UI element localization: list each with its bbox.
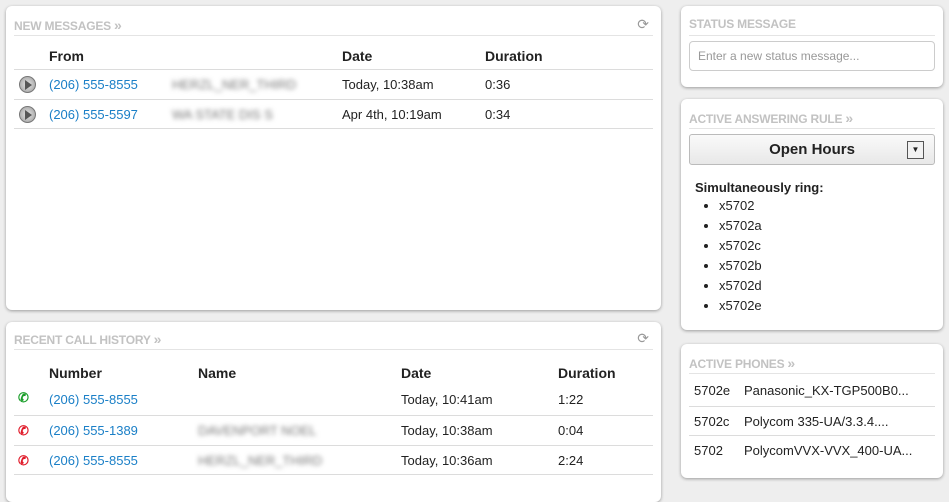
answering-rule-select[interactable]: Open Hours ▼	[689, 134, 935, 165]
header-from: From	[49, 48, 84, 64]
chevron-right-icon: »	[113, 17, 122, 33]
call-history-panel: RECENT CALL HISTORY» ⟳ Number Name Date …	[6, 322, 661, 502]
message-date: Today, 10:38am	[342, 77, 434, 92]
ring-item: x5702e	[719, 299, 762, 319]
chevron-right-icon: »	[787, 355, 796, 371]
phone-row: 5702e Panasonic_KX-TGP500B0...	[689, 376, 935, 405]
ring-item: x5702c	[719, 239, 762, 259]
ring-item: x5702d	[719, 279, 762, 299]
phone-device: Polycom 335-UA/3.3.4....	[744, 414, 889, 429]
header-name: Name	[198, 365, 237, 381]
chevron-right-icon: »	[845, 110, 853, 126]
caller-number-link[interactable]: (206) 555-8555	[49, 77, 138, 92]
phone-device: Panasonic_KX-TGP500B0...	[744, 383, 909, 398]
call-date: Today, 10:38am	[401, 423, 493, 438]
call-number-link[interactable]: (206) 555-8555	[49, 392, 138, 407]
call-duration: 1:22	[558, 392, 584, 407]
dropdown-arrow-icon[interactable]: ▼	[907, 141, 924, 159]
call-history-title[interactable]: RECENT CALL HISTORY»	[14, 331, 653, 350]
call-number-link[interactable]: (206) 555-1389	[49, 423, 138, 438]
message-date: Apr 4th, 10:19am	[342, 107, 442, 122]
call-date: Today, 10:36am	[401, 453, 493, 468]
call-row: ✆ (206) 555-8555 HERZL_NER_THIRD Today, …	[14, 445, 653, 475]
message-duration: 0:34	[485, 107, 511, 122]
status-message-title: STATUS MESSAGE	[689, 17, 935, 36]
caller-name: HERZL_NER_THIRD	[172, 77, 297, 92]
message-row: (206) 555-5597 WA STATE DIS S Apr 4th, 1…	[14, 99, 653, 129]
call-duration: 2:24	[558, 453, 584, 468]
phone-device: PolycomVVX-VVX_400-UA...	[744, 443, 913, 458]
caller-number-link[interactable]: (206) 555-5597	[49, 107, 138, 122]
active-phones-title[interactable]: ACTIVE PHONES»	[689, 355, 935, 374]
phone-extension: 5702c	[694, 414, 730, 429]
missed-call-icon: ✆	[18, 423, 29, 438]
new-messages-panel: NEW MESSAGES» ⟳ From Date Duration (206)…	[6, 6, 661, 310]
status-message-panel: STATUS MESSAGE	[681, 6, 943, 87]
caller-name: WA STATE DIS S	[172, 107, 273, 122]
title-text: ACTIVE ANSWERING RULE	[689, 112, 843, 126]
message-row: (206) 555-8555 HERZL_NER_THIRD Today, 10…	[14, 69, 653, 99]
ring-item: x5702a	[719, 219, 762, 239]
phone-row: 5702 PolycomVVX-VVX_400-UA...	[689, 435, 935, 464]
header-date: Date	[401, 365, 432, 381]
chevron-right-icon: »	[153, 331, 162, 347]
answering-rule-title[interactable]: ACTIVE ANSWERING RULE»	[689, 110, 935, 129]
title-text: RECENT CALL HISTORY	[14, 333, 151, 347]
message-duration: 0:36	[485, 77, 511, 92]
phone-row: 5702c Polycom 335-UA/3.3.4....	[689, 406, 935, 435]
header-number: Number	[49, 365, 102, 381]
title-text: ACTIVE PHONES	[689, 357, 785, 371]
phone-extension: 5702	[694, 443, 723, 458]
play-icon[interactable]	[19, 106, 36, 123]
refresh-icon[interactable]: ⟳	[637, 16, 649, 32]
phone-extension: 5702e	[694, 383, 731, 398]
new-messages-title[interactable]: NEW MESSAGES»	[14, 17, 653, 36]
ring-item: x5702	[719, 199, 762, 219]
call-date: Today, 10:41am	[401, 392, 493, 407]
call-row: ✆ (206) 555-8555 Today, 10:41am 1:22	[14, 385, 653, 415]
selected-rule: Open Hours	[769, 141, 855, 158]
outgoing-call-icon: ✆	[18, 390, 29, 405]
active-phones-panel: ACTIVE PHONES» 5702e Panasonic_KX-TGP500…	[681, 344, 943, 478]
header-date: Date	[342, 48, 373, 64]
call-number-link[interactable]: (206) 555-8555	[49, 453, 138, 468]
call-row: ✆ (206) 555-1389 DAVENPORT NOEL Today, 1…	[14, 415, 653, 445]
title-text: NEW MESSAGES	[14, 19, 111, 33]
refresh-icon[interactable]: ⟳	[637, 330, 649, 346]
play-icon[interactable]	[19, 76, 36, 93]
missed-call-icon: ✆	[18, 453, 29, 468]
ring-item: x5702b	[719, 259, 762, 279]
ring-list: x5702 x5702a x5702c x5702b x5702d x5702e	[719, 199, 762, 319]
answering-rule-panel: ACTIVE ANSWERING RULE» Open Hours ▼ Simul…	[681, 99, 943, 330]
call-name: HERZL_NER_THIRD	[198, 453, 323, 468]
status-message-input[interactable]	[689, 41, 935, 71]
header-duration: Duration	[485, 48, 543, 64]
header-duration: Duration	[558, 365, 616, 381]
simultaneous-ring-label: Simultaneously ring:	[695, 180, 824, 195]
call-duration: 0:04	[558, 423, 584, 438]
call-name: DAVENPORT NOEL	[198, 423, 317, 438]
